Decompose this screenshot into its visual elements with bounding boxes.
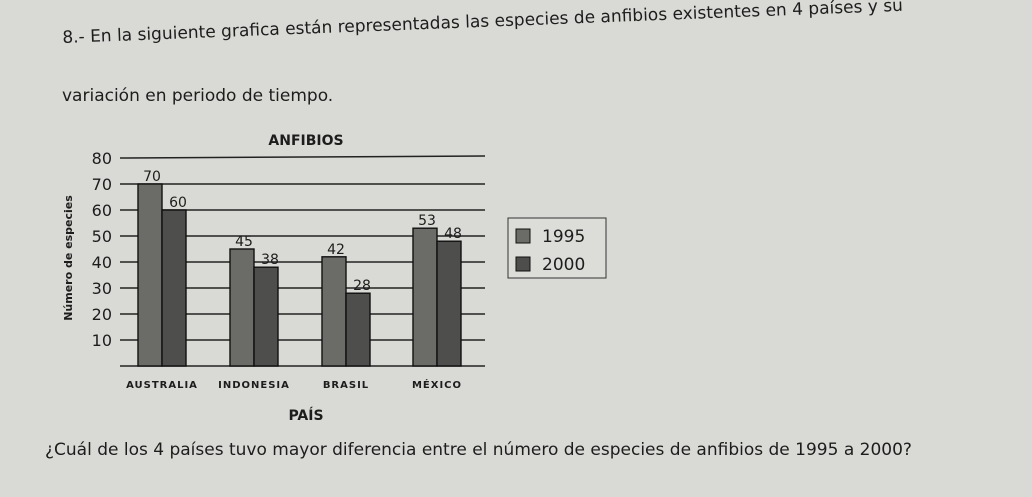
chart-title: ANFIBIOS [268,133,343,149]
y-tick-label: 80 [92,149,112,168]
bars [137,183,462,367]
bar-2000-0 [161,209,187,367]
x-axis-title: PAÍS [288,407,323,424]
legend-label: 2000 [542,255,585,275]
x-tick-label: MÉXICO [412,378,462,391]
x-tick-label: INDONESIA [218,380,290,391]
bar-2000-2 [345,292,371,367]
data-label: 28 [353,278,371,294]
x-tick-label: AUSTRALIA [126,380,198,391]
data-label: 48 [444,226,462,242]
legend: 1995 2000 [507,217,607,279]
bar-2000-3 [436,240,462,367]
y-tick-label: 20 [92,305,112,324]
legend-swatch-1995 [515,228,531,244]
data-label: 53 [418,213,436,229]
bar-2000-1 [253,266,279,367]
data-label: 60 [169,195,187,211]
y-tick-label: 10 [92,331,112,350]
y-tick-label: 30 [92,279,112,298]
y-tick-label: 40 [92,253,112,272]
bar-1995-0 [137,183,163,367]
y-axis-title: Número de especies [62,195,75,321]
gridline-80 [119,155,486,159]
bar-1995-1 [229,248,255,367]
data-label: 70 [143,169,161,185]
legend-label: 1995 [542,227,585,247]
data-label: 38 [261,252,279,268]
legend-swatch-2000 [515,256,531,272]
y-tick-label: 70 [92,175,112,194]
x-tick-label: BRASIL [323,380,369,391]
bar-1995-3 [412,227,438,367]
y-tick-label: 50 [92,227,112,246]
data-label: 42 [327,242,345,258]
y-tick-label: 60 [92,201,112,220]
labels: 10 20 30 40 50 60 70 80 70 60 AUSTRALIA 45 38 INDONES… [92,149,462,391]
question-prompt: ¿Cuál de los 4 países tuvo mayor diferen… [45,440,912,460]
question-line-2: variación en periodo de tiempo. [62,86,334,106]
data-label: 45 [235,234,253,250]
bar-1995-2 [321,256,347,367]
